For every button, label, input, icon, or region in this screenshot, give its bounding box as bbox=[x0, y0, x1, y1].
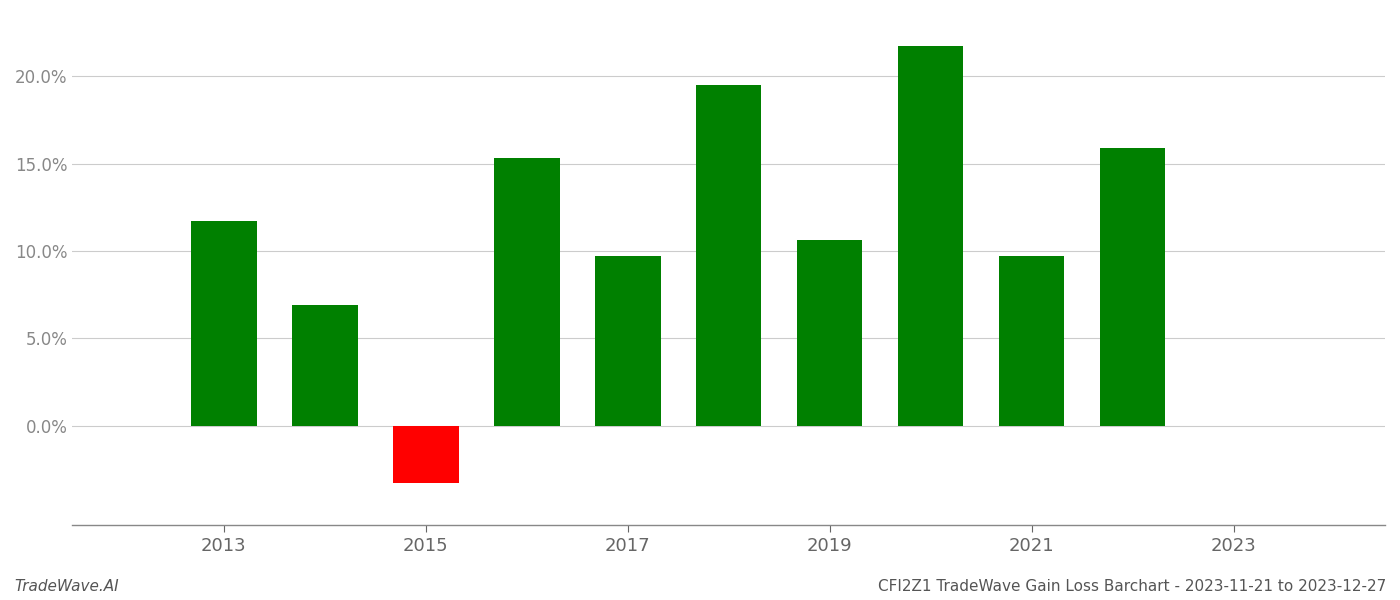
Text: CFI2Z1 TradeWave Gain Loss Barchart - 2023-11-21 to 2023-12-27: CFI2Z1 TradeWave Gain Loss Barchart - 20… bbox=[878, 579, 1386, 594]
Bar bbox=[494, 158, 560, 425]
Bar bbox=[998, 256, 1064, 425]
Text: TradeWave.AI: TradeWave.AI bbox=[14, 579, 119, 594]
Bar bbox=[696, 85, 762, 425]
Bar bbox=[293, 305, 357, 425]
Bar bbox=[595, 256, 661, 425]
Bar bbox=[190, 221, 256, 425]
Bar bbox=[393, 425, 459, 483]
Bar bbox=[797, 241, 862, 425]
Bar bbox=[897, 46, 963, 425]
Bar bbox=[1100, 148, 1165, 425]
